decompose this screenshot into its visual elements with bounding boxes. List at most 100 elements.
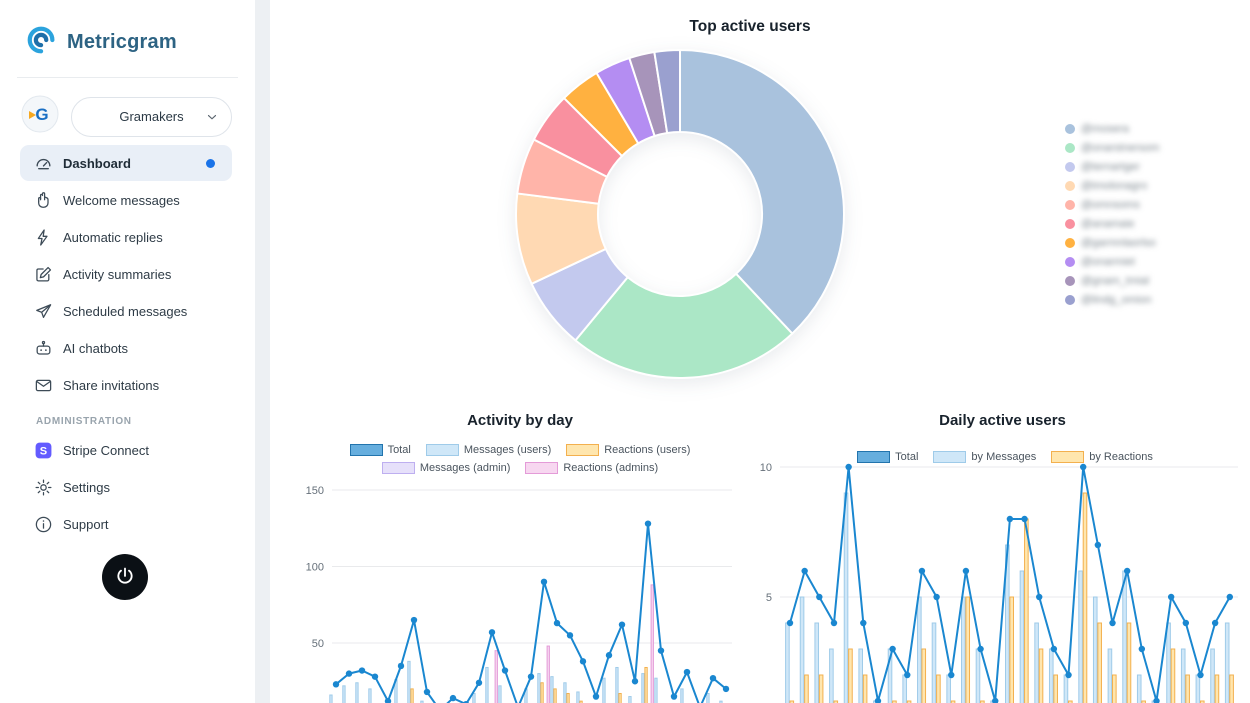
- bar[interactable]: [472, 692, 476, 703]
- sidebar-item-support[interactable]: Support: [20, 506, 232, 542]
- donut-legend-item[interactable]: @anamaie: [1065, 218, 1159, 230]
- bar[interactable]: [1136, 674, 1142, 703]
- data-point[interactable]: [670, 693, 678, 700]
- bar[interactable]: [980, 700, 985, 703]
- data-point[interactable]: [1065, 671, 1072, 679]
- bar[interactable]: [814, 622, 820, 703]
- donut-legend-item[interactable]: @tmolonagro: [1065, 180, 1159, 192]
- legend-item[interactable]: Total: [349, 444, 411, 456]
- bar[interactable]: [950, 700, 956, 703]
- data-point[interactable]: [816, 593, 823, 601]
- donut-legend-item[interactable]: @mosera: [1065, 123, 1159, 135]
- data-point[interactable]: [553, 619, 561, 627]
- bar[interactable]: [680, 688, 684, 703]
- bar[interactable]: [965, 596, 971, 703]
- data-point[interactable]: [397, 662, 405, 670]
- legend-item[interactable]: Messages (users): [425, 444, 551, 456]
- activity-by-day-chart[interactable]: 50 100 150: [300, 480, 740, 703]
- bar[interactable]: [654, 677, 658, 703]
- bar[interactable]: [1009, 596, 1014, 703]
- donut-legend-item[interactable]: @onarstnersom: [1065, 142, 1159, 154]
- bar[interactable]: [579, 700, 583, 703]
- bar[interactable]: [553, 688, 557, 703]
- bar[interactable]: [628, 696, 632, 703]
- donut-legend-item[interactable]: @gnam_tmial: [1065, 275, 1159, 287]
- data-point[interactable]: [722, 685, 730, 693]
- data-point[interactable]: [1036, 593, 1043, 601]
- data-point[interactable]: [1094, 541, 1102, 549]
- data-point[interactable]: [845, 463, 852, 471]
- data-point[interactable]: [1123, 567, 1131, 575]
- data-point[interactable]: [874, 697, 882, 703]
- daily-active-users-chart[interactable]: 5 10: [760, 460, 1245, 703]
- bar[interactable]: [1107, 648, 1113, 703]
- donut-legend-item[interactable]: @omnsoms: [1065, 199, 1159, 211]
- bar[interactable]: [1038, 648, 1044, 703]
- data-point[interactable]: [540, 578, 548, 585]
- donut-legend-item[interactable]: @garmnlaorlso: [1065, 237, 1159, 249]
- bar[interactable]: [355, 682, 359, 703]
- power-button[interactable]: [102, 554, 148, 600]
- data-point[interactable]: [1138, 645, 1146, 653]
- bar[interactable]: [1214, 674, 1220, 703]
- data-point[interactable]: [423, 688, 431, 696]
- bar[interactable]: [1122, 570, 1127, 703]
- bar[interactable]: [410, 688, 414, 703]
- bar[interactable]: [902, 674, 907, 703]
- bar[interactable]: [1126, 622, 1132, 703]
- bar[interactable]: [329, 694, 333, 703]
- data-point[interactable]: [1197, 671, 1204, 679]
- data-point[interactable]: [332, 681, 340, 688]
- data-point[interactable]: [1226, 593, 1233, 601]
- data-point[interactable]: [1050, 645, 1058, 653]
- legend-item[interactable]: Reactions (users): [566, 444, 690, 456]
- bar[interactable]: [848, 648, 853, 703]
- bar[interactable]: [1199, 700, 1205, 703]
- data-point[interactable]: [657, 647, 665, 654]
- bar[interactable]: [546, 645, 550, 703]
- sidebar-item-activity-summaries[interactable]: Activity summaries: [20, 256, 232, 292]
- data-point[interactable]: [904, 671, 911, 679]
- bar[interactable]: [858, 648, 864, 703]
- data-point[interactable]: [1006, 515, 1014, 523]
- data-point[interactable]: [709, 674, 717, 682]
- bar[interactable]: [1082, 492, 1088, 703]
- bar[interactable]: [975, 648, 981, 703]
- data-point[interactable]: [358, 667, 366, 674]
- sidebar-item-ai-chatbots[interactable]: AI chatbots: [20, 330, 232, 366]
- bar[interactable]: [563, 682, 567, 703]
- bar[interactable]: [1166, 622, 1171, 703]
- bar[interactable]: [1224, 622, 1230, 703]
- bar[interactable]: [829, 648, 834, 703]
- data-point[interactable]: [933, 593, 940, 601]
- bar[interactable]: [1019, 570, 1025, 703]
- workspace-avatar[interactable]: G: [21, 95, 59, 138]
- bar[interactable]: [799, 596, 805, 703]
- bar[interactable]: [576, 691, 580, 703]
- app-logo[interactable]: Metricgram: [0, 0, 255, 61]
- bar[interactable]: [804, 674, 809, 703]
- bar[interactable]: [1229, 674, 1234, 703]
- data-point[interactable]: [786, 619, 794, 627]
- data-point[interactable]: [1153, 697, 1160, 703]
- donut-segment[interactable]: [653, 48, 681, 135]
- data-point[interactable]: [475, 679, 483, 686]
- data-point[interactable]: [527, 673, 535, 680]
- legend-item[interactable]: Messages (admin): [381, 462, 510, 474]
- data-point[interactable]: [644, 520, 652, 527]
- sidebar-item-welcome-messages[interactable]: Welcome messages: [20, 182, 232, 218]
- bar[interactable]: [946, 674, 951, 703]
- bar[interactable]: [917, 596, 922, 703]
- donut-segment[interactable]: [574, 272, 794, 379]
- data-point[interactable]: [962, 567, 970, 575]
- data-point[interactable]: [977, 645, 984, 653]
- bar[interactable]: [785, 622, 790, 703]
- bar[interactable]: [540, 682, 544, 703]
- data-point[interactable]: [948, 671, 955, 679]
- data-point[interactable]: [631, 678, 639, 685]
- bar[interactable]: [537, 673, 541, 703]
- bar[interactable]: [921, 648, 927, 703]
- data-point[interactable]: [860, 619, 867, 627]
- bar[interactable]: [641, 673, 645, 703]
- bar[interactable]: [1063, 674, 1069, 703]
